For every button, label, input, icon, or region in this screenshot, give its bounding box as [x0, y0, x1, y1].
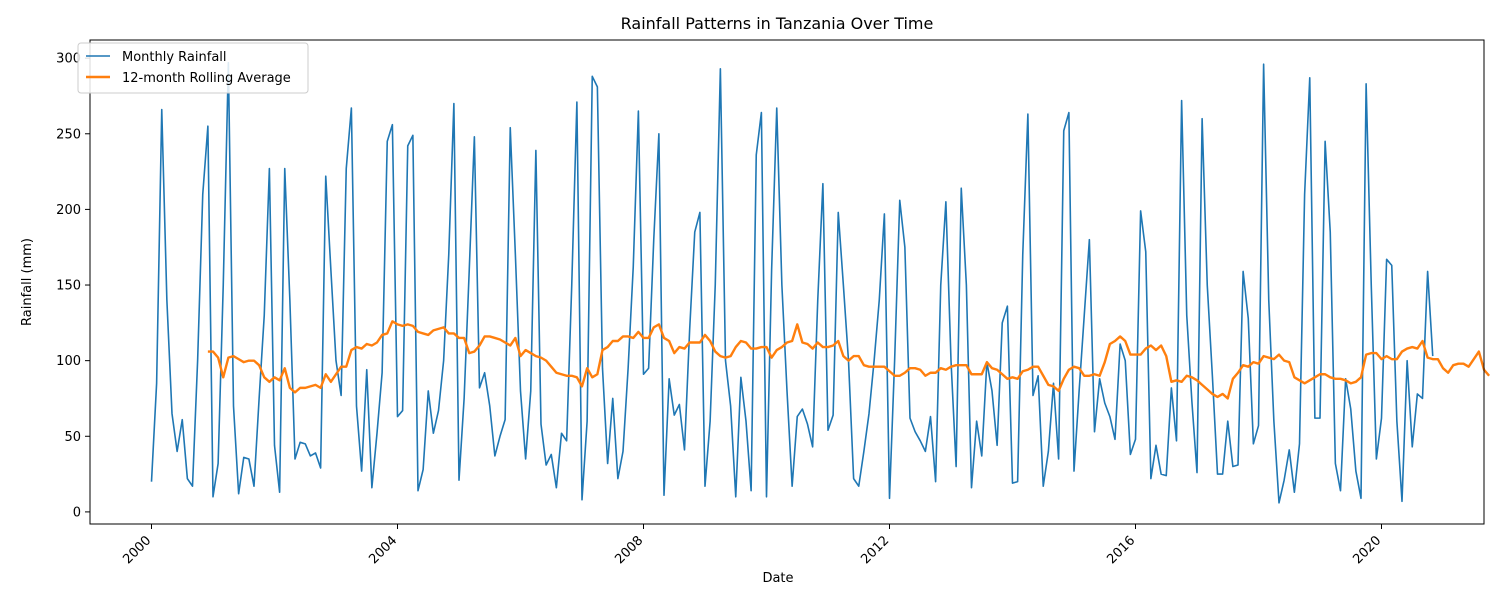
y-tick-label: 300 — [56, 52, 81, 67]
x-tick-label: 2020 — [1350, 533, 1384, 567]
x-tick-label: 2000 — [120, 533, 154, 567]
x-axis-title: Date — [762, 571, 793, 586]
series-line-rolling — [207, 320, 1491, 400]
x-tick-label: 2012 — [858, 533, 892, 567]
plot-area — [150, 61, 1491, 504]
chart-title: Rainfall Patterns in Tanzania Over Time — [621, 14, 934, 33]
legend: Monthly Rainfall 12-month Rolling Averag… — [77, 42, 309, 94]
y-axis-title: Rainfall (mm) — [20, 238, 35, 326]
y-tick-label: 0 — [73, 505, 81, 520]
y-tick-label: 150 — [56, 279, 81, 294]
legend-box — [77, 42, 309, 94]
y-tick-label: 50 — [64, 430, 81, 445]
y-tick-label: 200 — [56, 203, 81, 218]
series-line-monthly — [150, 61, 1434, 504]
y-tick-label: 250 — [56, 127, 81, 142]
legend-label-rolling: 12-month Rolling Average — [122, 71, 291, 86]
x-tick-label: 2004 — [366, 533, 400, 567]
plot-frame — [89, 39, 1485, 525]
x-tick-label: 2008 — [612, 533, 646, 567]
y-tick-label: 100 — [56, 354, 81, 369]
x-tick-label: 2016 — [1104, 533, 1138, 567]
legend-label-monthly: Monthly Rainfall — [122, 50, 227, 65]
